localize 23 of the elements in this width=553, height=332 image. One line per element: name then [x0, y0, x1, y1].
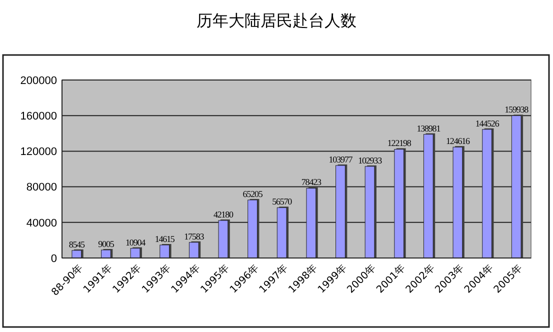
y-tick-label: 40000	[26, 217, 57, 230]
data-label: 14615	[154, 234, 176, 244]
data-label: 56570	[272, 196, 293, 207]
data-label: 124616	[446, 136, 471, 146]
data-label: 65205	[242, 188, 264, 199]
data-label: 122198	[387, 138, 412, 148]
y-tick-label: 200000	[20, 74, 57, 87]
y-tick-label: 160000	[20, 110, 57, 122]
data-label: 10904	[126, 237, 146, 248]
data-label: 8545	[68, 239, 86, 250]
data-label: 17583	[184, 231, 205, 242]
data-label: 144526	[475, 118, 500, 128]
data-label: 103977	[328, 154, 354, 164]
data-label: 102933	[358, 155, 383, 166]
data-label: 138981	[416, 123, 440, 134]
y-tick-label: 120000	[20, 146, 57, 158]
data-label: 42180	[213, 209, 234, 220]
data-label: 78423	[301, 177, 322, 188]
y-tick-label: 80000	[26, 182, 57, 194]
chart-title: 历年大陆居民赴台人数	[196, 11, 356, 30]
y-tick-label: 0	[50, 252, 57, 265]
data-label: 159938	[504, 104, 530, 115]
data-label: 9005	[98, 238, 115, 249]
